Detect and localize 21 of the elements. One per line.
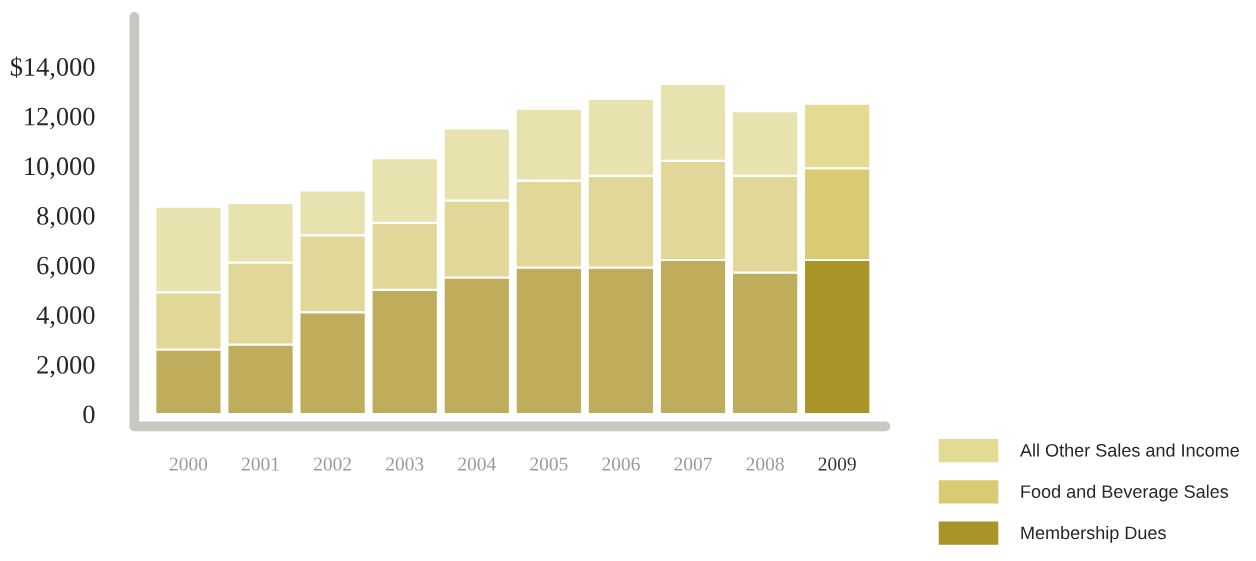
x-tick-label: 2006 bbox=[602, 457, 640, 471]
y-tick-label: 2,000 bbox=[37, 355, 95, 378]
y-tick-label: 0 bbox=[83, 405, 95, 424]
y-tick-label: $14,000 bbox=[10, 56, 95, 80]
legend-label: Food and Beverage Sales bbox=[1021, 484, 1229, 502]
x-tick-label: 2002 bbox=[314, 457, 351, 471]
x-tick-label: 2005 bbox=[530, 457, 568, 471]
x-tick-label: 2007 bbox=[674, 457, 712, 471]
y-tick-label: 8,000 bbox=[37, 207, 95, 229]
legend-label: All Other Sales and Income bbox=[1020, 443, 1239, 457]
y-tick-label: 6,000 bbox=[37, 256, 95, 279]
x-tick-label: 2009 bbox=[818, 457, 856, 471]
legend-label: Membership Dues bbox=[1021, 525, 1166, 543]
y-tick-label: 4,000 bbox=[36, 306, 95, 328]
x-tick-label: 2004 bbox=[458, 457, 496, 471]
x-tick-label: 2008 bbox=[746, 457, 784, 471]
x-tick-label: 2001 bbox=[241, 457, 279, 471]
y-tick-label: 10,000 bbox=[25, 157, 95, 179]
x-tick-label: 2003 bbox=[386, 457, 424, 471]
x-tick-label: 2000 bbox=[169, 457, 208, 471]
y-tick-label: 12,000 bbox=[25, 107, 95, 130]
